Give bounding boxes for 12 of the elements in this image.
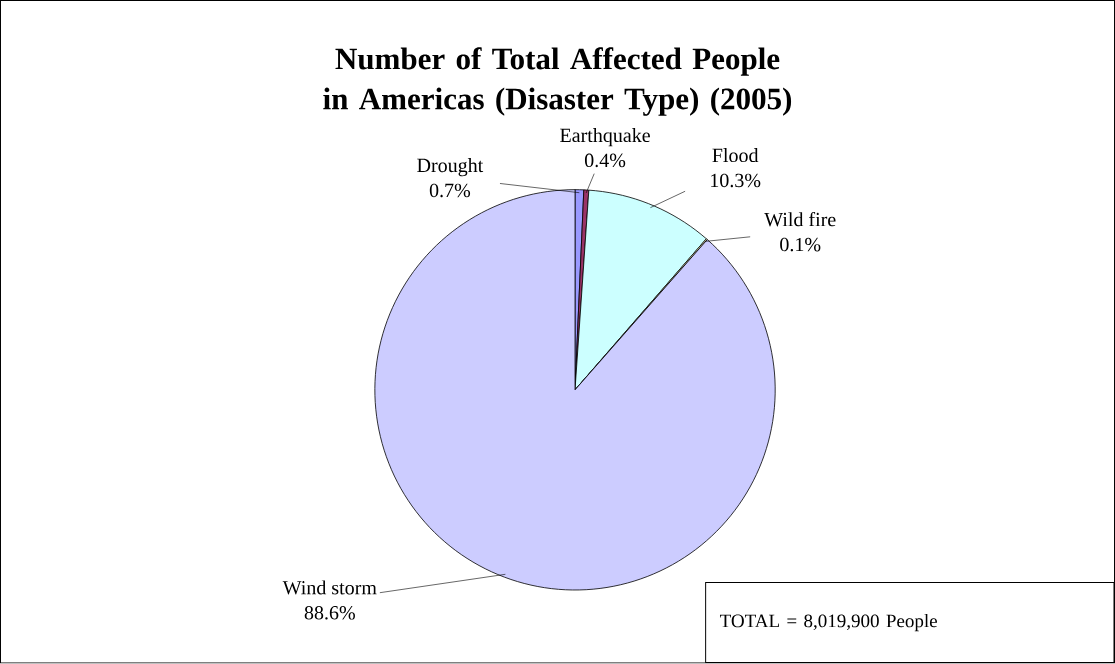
- data-label: 88.6%: [304, 606, 355, 620]
- data-label: 0.7%: [429, 183, 471, 198]
- slice-label: Wild fire: [764, 212, 836, 227]
- data-label: 0.1%: [780, 238, 821, 252]
- slice-label: Drought: [417, 158, 484, 177]
- slice-label: Wind storm: [282, 580, 377, 595]
- data-label: 0.4%: [584, 153, 626, 168]
- slice-label: Flood: [712, 148, 759, 163]
- text: TOTAL = 8,019,900 People: [720, 614, 937, 632]
- data-label: 10.3%: [711, 173, 761, 188]
- slice-label: Earthquake: [560, 128, 650, 147]
- chart-title: Number of Total Affected People in Americas (Disaster Type) (2005): [323, 47, 792, 117]
